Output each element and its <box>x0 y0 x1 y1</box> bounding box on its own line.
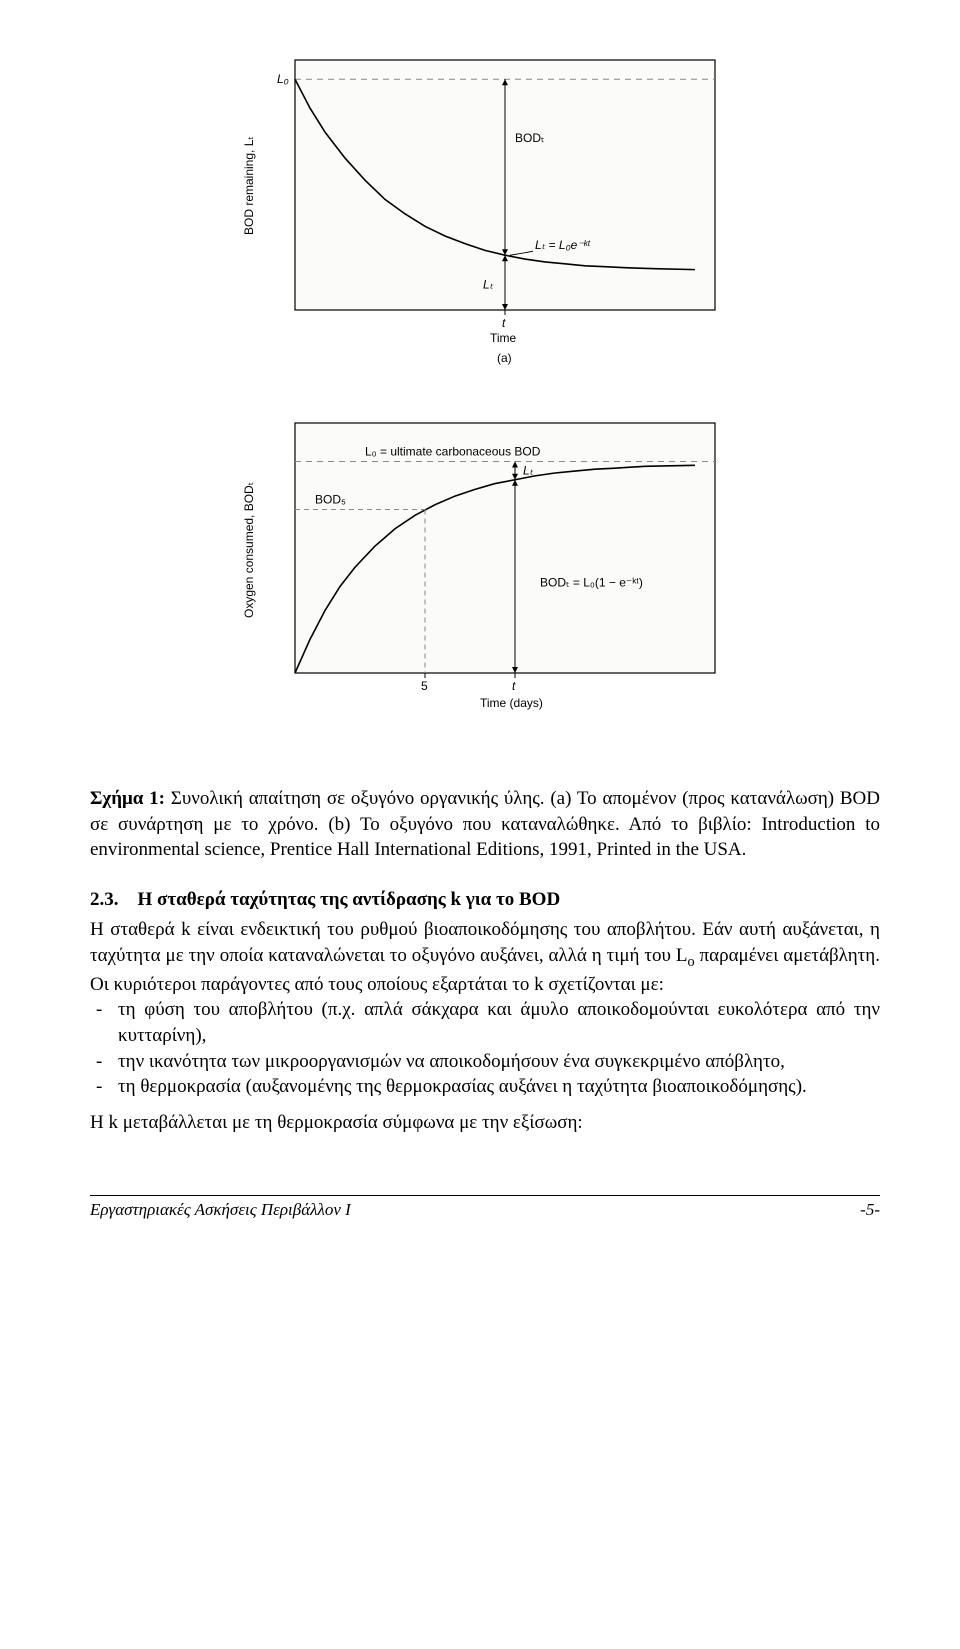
section-para1: Η σταθερά k είναι ενδεικτική του ρυθμού … <box>90 917 880 997</box>
para1-sub: o <box>688 953 695 969</box>
chart-a-svg: L₀ t BODₜ Lₜ Lₜ = L₀e⁻ᵏᵗ Time BOD remaining, L… <box>225 40 745 370</box>
figures-container: L₀ t BODₜ Lₜ Lₜ = L₀e⁻ᵏᵗ Time BOD remaining, L… <box>90 40 880 756</box>
svg-text:Oxygen consumed, BODₜ: Oxygen consumed, BODₜ <box>242 482 256 618</box>
section-heading: 2.3. Η σταθερά ταχύτητας της αντίδρασης … <box>90 889 880 911</box>
footer-rule <box>90 1195 880 1196</box>
svg-text:t: t <box>502 316 506 330</box>
section-para2: Η k μεταβάλλεται με τη θερμοκρασία σύμφω… <box>90 1110 880 1136</box>
svg-text:5: 5 <box>421 679 428 693</box>
svg-text:t: t <box>512 679 516 693</box>
bullet-list: τη φύση του αποβλήτου (π.χ. απλά σάκχαρα… <box>90 997 880 1100</box>
svg-text:Time: Time <box>490 331 517 345</box>
footer-right: -5- <box>860 1200 880 1220</box>
caption-lead: Σχήμα 1: <box>90 788 165 809</box>
svg-text:(a): (a) <box>497 351 512 365</box>
caption-text: Συνολική απαίτηση σε οξυγόνο οργανικής ύ… <box>90 788 880 860</box>
svg-text:L₀: L₀ <box>277 72 289 86</box>
svg-text:Lₜ = L₀e⁻ᵏᵗ: Lₜ = L₀e⁻ᵏᵗ <box>535 238 590 252</box>
section-title: Η σταθερά ταχύτητας της αντίδρασης k για… <box>138 889 561 910</box>
figure-a: L₀ t BODₜ Lₜ Lₜ = L₀e⁻ᵏᵗ Time BOD remaining, L… <box>225 40 745 375</box>
svg-text:Lₜ: Lₜ <box>523 464 534 478</box>
section-number: 2.3. <box>90 889 119 910</box>
svg-text:BODₜ: BODₜ <box>515 131 545 145</box>
svg-text:BOD remaining, Lₜ: BOD remaining, Lₜ <box>242 136 256 235</box>
svg-text:Time (days): Time (days) <box>480 696 543 710</box>
svg-text:L₀ = ultimate carbonaceous BOD: L₀ = ultimate carbonaceous BOD <box>365 444 541 458</box>
bullet-2: την ικανότητα των μικροοργανισμών να απο… <box>90 1049 880 1075</box>
figure-b: L₀ = ultimate carbonaceous BOD BOD₅ 5 t Lₜ BO… <box>225 393 745 738</box>
bullet-3: τη θερμοκρασία (αυξανομένης της θερμοκρα… <box>90 1074 880 1100</box>
bullet-1: τη φύση του αποβλήτου (π.χ. απλά σάκχαρα… <box>90 997 880 1048</box>
svg-text:BODₜ = L₀(1 − e⁻ᵏᵗ): BODₜ = L₀(1 − e⁻ᵏᵗ) <box>540 575 643 589</box>
section-2-3: 2.3. Η σταθερά ταχύτητας της αντίδρασης … <box>90 889 880 1136</box>
figure-caption: Σχήμα 1: Συνολική απαίτηση σε οξυγόνο ορ… <box>90 786 880 863</box>
svg-text:Lₜ: Lₜ <box>483 278 494 292</box>
svg-text:BOD₅: BOD₅ <box>315 493 346 507</box>
footer-left: Εργαστηριακές Ασκήσεις Περιβάλλον I <box>90 1200 351 1220</box>
page-footer: Εργαστηριακές Ασκήσεις Περιβάλλον I -5- <box>90 1200 880 1220</box>
chart-b-svg: L₀ = ultimate carbonaceous BOD BOD₅ 5 t Lₜ BO… <box>225 393 745 733</box>
